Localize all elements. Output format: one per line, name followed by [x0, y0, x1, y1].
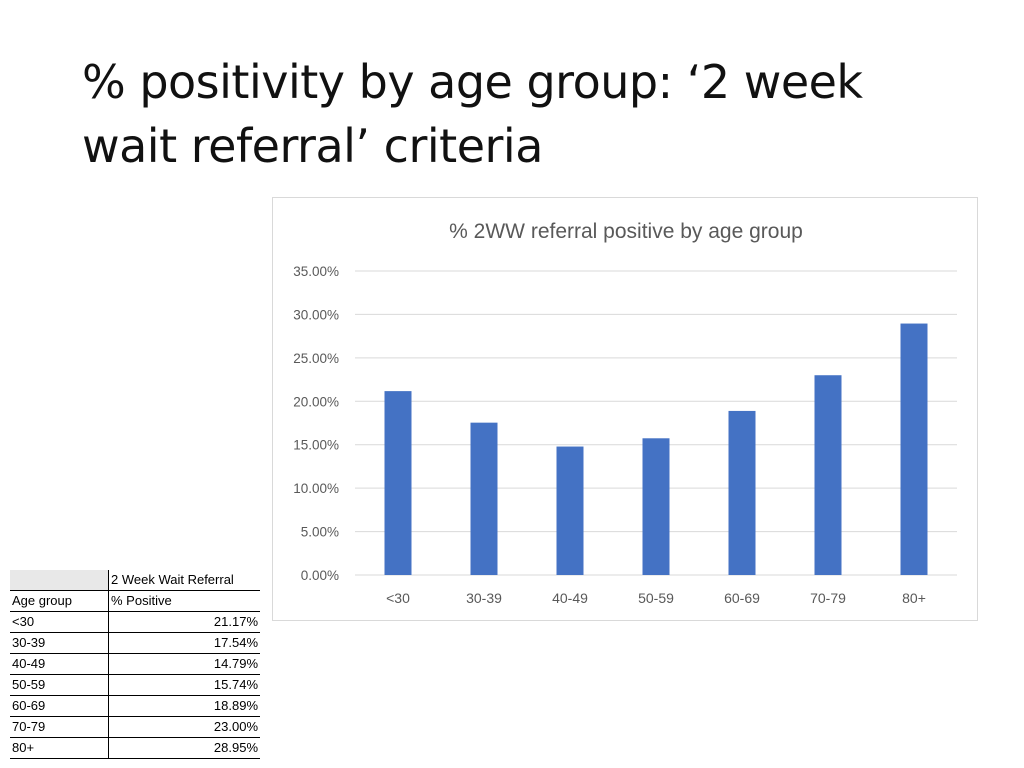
y-tick-label: 5.00% — [301, 525, 339, 540]
table-cell-percent: 21.17% — [108, 611, 260, 633]
table-row: 50-59 15.74% — [10, 674, 260, 696]
y-tick-label: 25.00% — [293, 351, 339, 366]
bar — [900, 323, 928, 575]
x-tick-label: 70-79 — [810, 590, 846, 606]
y-tick-label: 15.00% — [293, 438, 339, 453]
bar — [728, 410, 756, 575]
table-cell-age-group: 30-39 — [10, 632, 109, 654]
bar — [556, 446, 584, 575]
chart-frame[interactable]: % 2WW referral positive by age group 0.00… — [272, 197, 978, 621]
table-row: 30-39 17.54% — [10, 632, 260, 654]
y-tick-label: 0.00% — [301, 568, 339, 583]
x-tick-label: 30-39 — [466, 590, 502, 606]
table-row: <30 21.17% — [10, 611, 260, 633]
y-tick-label: 30.00% — [293, 307, 339, 322]
table-cell-age-group: 40-49 — [10, 653, 109, 675]
chart-title: % 2WW referral positive by age group — [449, 220, 803, 243]
slide-title-line-2: wait referral’ criteria — [82, 119, 543, 173]
y-tick-label: 20.00% — [293, 394, 339, 409]
table-cell-percent: 18.89% — [108, 695, 260, 717]
table-cell-age-group: <30 — [10, 611, 109, 633]
table-cell-age-group: 70-79 — [10, 716, 109, 738]
bar — [642, 438, 670, 575]
y-tick-label: 10.00% — [293, 481, 339, 496]
table-cell-age-group: 50-59 — [10, 674, 109, 696]
x-tick-label: 40-49 — [552, 590, 588, 606]
table-cell-percent: 23.00% — [108, 716, 260, 738]
table-header-row: Age group % Positive — [10, 590, 260, 612]
slide-title: % positivity by age group: ‘2 week wait … — [82, 50, 962, 178]
bar-chart: % 2WW referral positive by age group 0.00… — [293, 220, 957, 606]
bar — [384, 391, 412, 575]
table-cell-percent: 28.95% — [108, 737, 260, 759]
table-cell-percent: 15.74% — [108, 674, 260, 696]
table-header-row-top: 2 Week Wait Referral — [10, 570, 260, 591]
table-header-age-group: Age group — [10, 590, 109, 612]
table-row: 70-79 23.00% — [10, 716, 260, 738]
table-cell-percent: 14.79% — [108, 653, 260, 675]
x-tick-label: <30 — [386, 590, 410, 606]
x-tick-label: 50-59 — [638, 590, 674, 606]
table-header-blank — [10, 570, 109, 591]
y-tick-label: 35.00% — [293, 264, 339, 279]
data-table: 2 Week Wait Referral Age group % Positiv… — [10, 570, 260, 759]
table-cell-age-group: 60-69 — [10, 695, 109, 717]
table-header-percent: % Positive — [108, 590, 260, 612]
table-header-series: 2 Week Wait Referral — [108, 570, 260, 591]
bar — [470, 422, 498, 575]
table-row: 60-69 18.89% — [10, 695, 260, 717]
table-row: 40-49 14.79% — [10, 653, 260, 675]
table-row: 80+ 28.95% — [10, 737, 260, 759]
table-cell-percent: 17.54% — [108, 632, 260, 654]
x-tick-label: 80+ — [902, 590, 926, 606]
x-tick-label: 60-69 — [724, 590, 760, 606]
bar — [814, 375, 842, 575]
table-cell-age-group: 80+ — [10, 737, 109, 759]
slide-title-line-1: % positivity by age group: ‘2 week — [82, 55, 863, 109]
